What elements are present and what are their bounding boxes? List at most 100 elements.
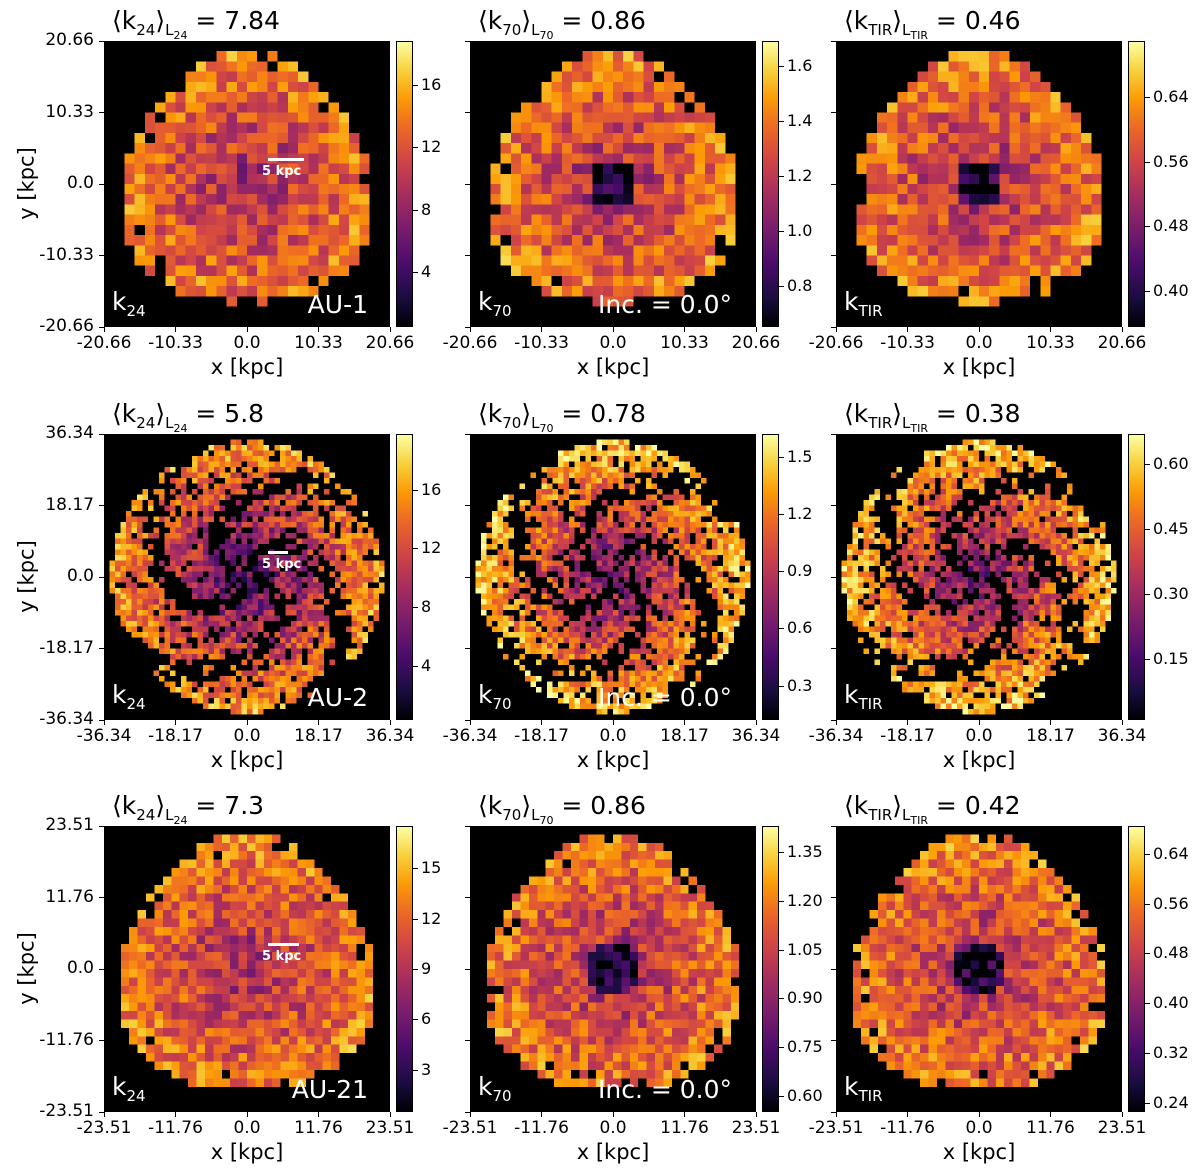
band-label-subscript: TIR xyxy=(858,695,883,713)
x-tick-label: 0.0 xyxy=(599,1118,627,1138)
x-tick-mark xyxy=(612,720,614,725)
title-weight: L24 xyxy=(165,414,188,435)
y-tick-mark xyxy=(99,183,104,185)
galaxy-label: AU-21 xyxy=(291,1075,368,1104)
x-tick-mark xyxy=(835,1112,837,1117)
title-symbol: ⟨k xyxy=(112,791,137,820)
inclination-label: Inc. = 0.0° xyxy=(597,290,732,319)
colorbar-tick-mark xyxy=(1145,290,1150,292)
heatmap-cells xyxy=(836,41,1122,327)
heatmap-cells xyxy=(836,826,1122,1112)
title-weight-subscript: 70 xyxy=(539,29,554,42)
band-label-symbol: k xyxy=(478,680,493,709)
x-tick-label: 18.17 xyxy=(294,726,343,746)
title-symbol-subscript: 70 xyxy=(502,806,522,824)
x-tick-label: -11.76 xyxy=(148,1118,203,1138)
y-tick-mark xyxy=(831,1111,836,1113)
y-tick-mark xyxy=(831,825,836,827)
y-tick-mark xyxy=(99,112,104,113)
band-label-subscript: 70 xyxy=(492,302,512,320)
x-tick-label: -10.33 xyxy=(880,333,935,353)
y-tick-mark xyxy=(465,825,470,827)
colorbar-tick-mark xyxy=(1145,903,1150,905)
colorbar-tick-label: 1.35 xyxy=(787,842,823,861)
title-weight-subscript: TIR xyxy=(910,29,928,42)
colorbar-tick-label: 0.8 xyxy=(787,275,813,295)
title-value: 5.8 xyxy=(224,399,265,428)
y-tick-mark xyxy=(99,255,104,256)
x-tick-mark xyxy=(612,1112,614,1117)
colorbar-tick-mark xyxy=(779,230,784,232)
galaxy-label: AU-2 xyxy=(307,683,368,712)
colorbar-tick-mark xyxy=(1145,529,1150,531)
heatmap-panel: kTIR xyxy=(836,41,1122,327)
colorbar-tick-mark xyxy=(779,120,784,122)
x-tick-mark xyxy=(835,720,837,725)
colorbar-tick-mark xyxy=(779,1047,784,1048)
band-label-symbol: k xyxy=(844,287,859,316)
title-weight-symbol: L xyxy=(165,806,174,824)
title-value: 0.86 xyxy=(590,791,646,820)
heatmap-panel: k24 AU-21 5 kpc xyxy=(104,826,390,1112)
colorbar-tick-label: 1.2 xyxy=(787,504,813,524)
y-tick-mark xyxy=(831,433,836,435)
x-tick-mark xyxy=(684,327,685,332)
title-value: 0.38 xyxy=(964,399,1021,428)
band-label-subscript: TIR xyxy=(858,1087,883,1105)
y-tick-mark xyxy=(99,968,104,970)
title-bracket: ⟩ xyxy=(892,399,903,428)
y-tick-label: -23.51 xyxy=(39,1101,94,1121)
colorbar-tick-mark xyxy=(413,489,418,491)
x-tick-label: 23.51 xyxy=(1097,1118,1147,1138)
x-tick-label: 18.17 xyxy=(1026,726,1075,746)
colorbar-tick-label: 12 xyxy=(421,137,442,157)
galaxy-label: AU-1 xyxy=(307,290,368,319)
x-tick-label: -36.34 xyxy=(442,726,498,746)
x-tick-label: -20.66 xyxy=(808,333,864,353)
title-weight: L24 xyxy=(165,21,187,42)
scale-bar xyxy=(268,551,288,554)
x-tick-mark xyxy=(389,720,391,725)
title-bracket: ⟩ xyxy=(521,791,532,820)
colorbar-tick-mark xyxy=(1145,1003,1150,1005)
title-value: 0.78 xyxy=(590,399,646,428)
title-weight: LTIR xyxy=(902,414,928,435)
heatmap-panel: k70 Inc. = 0.0° xyxy=(470,434,756,720)
band-label-symbol: k xyxy=(478,287,493,316)
scale-bar-label: 5 kpc xyxy=(262,949,302,964)
heatmap-panel: k70 Inc. = 0.0° xyxy=(470,41,756,327)
title-symbol-subscript: 24 xyxy=(136,21,156,39)
x-tick-mark xyxy=(175,1112,176,1117)
x-tick-mark xyxy=(389,327,391,332)
y-tick-mark xyxy=(465,897,470,898)
title-equals: = xyxy=(927,399,965,428)
title-weight-subscript: 24 xyxy=(173,422,188,435)
title-weight-symbol: L xyxy=(531,21,540,39)
x-tick-label: 23.51 xyxy=(731,1118,781,1138)
colorbar-tick-label: 1.0 xyxy=(787,220,813,240)
x-tick-mark xyxy=(541,1112,542,1117)
title-weight: L24 xyxy=(165,806,187,827)
band-label: k70 xyxy=(478,289,512,319)
heatmap-cells xyxy=(104,434,390,720)
title-weight-subscript: 70 xyxy=(539,814,554,827)
colorbar-tick-mark xyxy=(779,65,784,67)
y-tick-mark xyxy=(831,576,836,578)
heatmap-panel: k24 AU-2 5 kpc xyxy=(104,434,390,720)
colorbar-tick-label: 16 xyxy=(421,479,442,499)
x-tick-label: -11.76 xyxy=(514,1118,569,1138)
y-tick-mark xyxy=(99,326,104,328)
colorbar-tick-mark xyxy=(779,456,784,458)
colorbar-tick-label: 9 xyxy=(421,959,432,978)
x-tick-mark xyxy=(1121,1112,1123,1117)
y-tick-label: 11.76 xyxy=(45,886,94,907)
x-tick-label: 10.33 xyxy=(660,333,709,353)
colorbar-tick-mark xyxy=(413,84,418,86)
inclination-label: Inc. = 0.0° xyxy=(597,1075,732,1104)
y-tick-mark xyxy=(831,255,836,256)
colorbar-tick-mark xyxy=(779,949,784,951)
title-bracket: ⟩ xyxy=(521,399,532,428)
colorbar-tick-mark xyxy=(779,571,784,573)
colorbar-tick-label: 4 xyxy=(421,262,432,282)
x-axis-label: x [kpc] xyxy=(942,1140,1016,1164)
